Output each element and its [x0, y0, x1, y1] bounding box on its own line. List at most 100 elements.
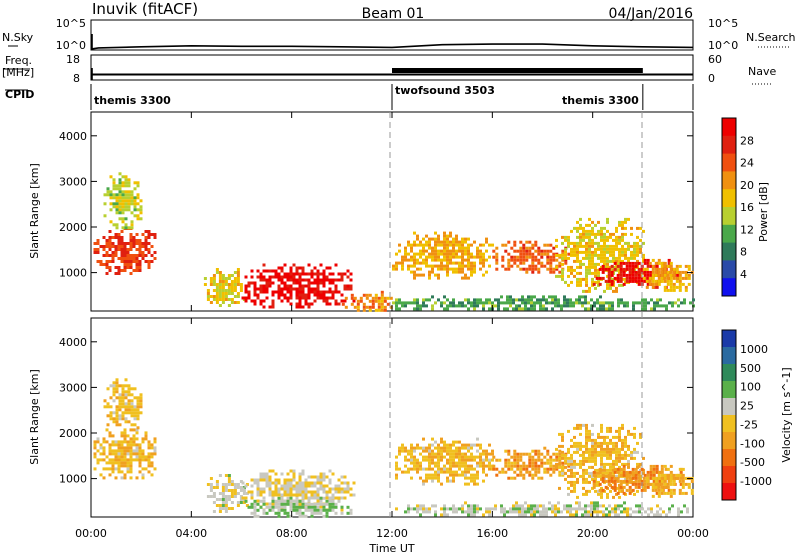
heatmap-cell	[609, 283, 612, 287]
heatmap-cell	[521, 507, 524, 511]
heatmap-cell	[631, 473, 635, 477]
heatmap-cell	[319, 475, 323, 479]
heatmap-cell	[124, 408, 128, 412]
heatmap-cell	[114, 272, 118, 275]
heatmap-cell	[473, 255, 476, 259]
heatmap-cell	[236, 295, 240, 298]
heatmap-cell	[482, 264, 485, 268]
heatmap-cell	[277, 284, 281, 288]
heatmap-cell	[507, 252, 511, 256]
heatmap-cell	[495, 255, 499, 259]
heatmap-cell	[618, 247, 621, 251]
heatmap-cell	[605, 513, 608, 517]
heatmap-cell	[659, 304, 662, 308]
heatmap-cell	[135, 455, 139, 459]
heatmap-cell	[419, 461, 422, 465]
heatmap-cell	[500, 295, 503, 299]
heatmap-cell	[413, 464, 416, 468]
colorbar-swatch	[722, 260, 736, 279]
heatmap-cell	[117, 470, 121, 474]
heatmap-cell	[307, 475, 311, 479]
heatmap-cell	[124, 384, 128, 388]
heatmap-cell	[561, 277, 564, 281]
heatmap-cell	[118, 399, 122, 403]
heatmap-cell	[606, 435, 609, 439]
heatmap-cell	[597, 241, 600, 245]
heatmap-cell	[289, 499, 293, 503]
heatmap-cell	[265, 475, 269, 479]
heatmap-cell	[644, 304, 647, 308]
heatmap-cell	[334, 263, 338, 267]
heatmap-cell	[506, 307, 509, 311]
heatmap-cell	[647, 507, 650, 511]
heatmap-cell	[239, 498, 243, 501]
heatmap-cell	[362, 302, 366, 306]
heatmap-cell	[524, 301, 527, 305]
heatmap-cell	[539, 304, 542, 308]
heatmap-cell	[268, 281, 272, 285]
heatmap-cell	[147, 452, 151, 456]
heatmap-cell	[322, 272, 326, 276]
heatmap-cell	[265, 296, 269, 300]
heatmap-cell	[259, 478, 263, 482]
heatmap-cell	[109, 175, 113, 179]
heatmap-cell	[482, 452, 485, 456]
heatmap-cell	[649, 270, 653, 274]
heatmap-cell	[546, 267, 550, 271]
heatmap-cell	[443, 249, 446, 253]
heatmap-cell	[455, 507, 458, 511]
heatmap-cell	[428, 461, 431, 465]
heatmap-cell	[572, 507, 575, 511]
heatmap-cell	[497, 304, 500, 308]
heatmap-cell	[349, 511, 353, 515]
heatmap-cell	[549, 261, 553, 265]
heatmap-cell	[579, 265, 582, 269]
heatmap-cell	[548, 507, 551, 511]
heatmap-cell	[136, 399, 140, 403]
heatmap-cell	[250, 496, 254, 500]
heatmap-cell	[274, 481, 278, 485]
heatmap-cell	[380, 296, 384, 300]
heatmap-cell	[431, 449, 434, 453]
heatmap-cell	[298, 278, 302, 282]
heatmap-cell	[467, 443, 470, 447]
heatmap-cell	[221, 280, 225, 283]
heatmap-cell	[633, 426, 636, 430]
heatmap-cell	[102, 476, 106, 480]
heatmap-cell	[634, 482, 638, 486]
heatmap-cell	[467, 243, 470, 247]
heatmap-cell	[99, 263, 103, 266]
heatmap-cell	[543, 243, 547, 247]
heatmap-cell	[138, 470, 142, 474]
heatmap-cell	[425, 449, 428, 453]
heatmap-cell	[518, 298, 521, 302]
heatmap-cell	[561, 256, 564, 260]
heatmap-cell	[495, 258, 499, 262]
heatmap-cell	[606, 429, 609, 433]
heatmap-cell	[590, 307, 593, 311]
heatmap-cell	[136, 184, 140, 188]
heatmap-cell	[256, 490, 260, 494]
heatmap-cell	[591, 444, 594, 448]
heatmap-cell	[452, 249, 455, 253]
heatmap-cell	[631, 482, 635, 486]
heatmap-cell	[600, 465, 603, 469]
heatmap-cell	[410, 301, 413, 305]
heatmap-cell	[349, 284, 353, 288]
heatmap-cell	[521, 298, 524, 302]
heatmap-cell	[129, 455, 133, 459]
heatmap-cell	[596, 510, 599, 514]
heatmap-cell	[488, 307, 491, 311]
heatmap-cell	[643, 258, 647, 262]
heatmap-cell	[633, 253, 636, 257]
heatmap-cell	[646, 258, 650, 262]
heatmap-cell	[519, 458, 523, 462]
heatmap-cell	[528, 264, 532, 268]
heatmap-cell	[286, 290, 290, 294]
heatmap-cell	[585, 277, 588, 281]
heatmap-cell	[455, 470, 458, 474]
heatmap-cell	[386, 296, 390, 300]
heatmap-cell	[449, 258, 452, 262]
heatmap-cell	[681, 270, 685, 274]
heatmap-cell	[356, 302, 360, 306]
